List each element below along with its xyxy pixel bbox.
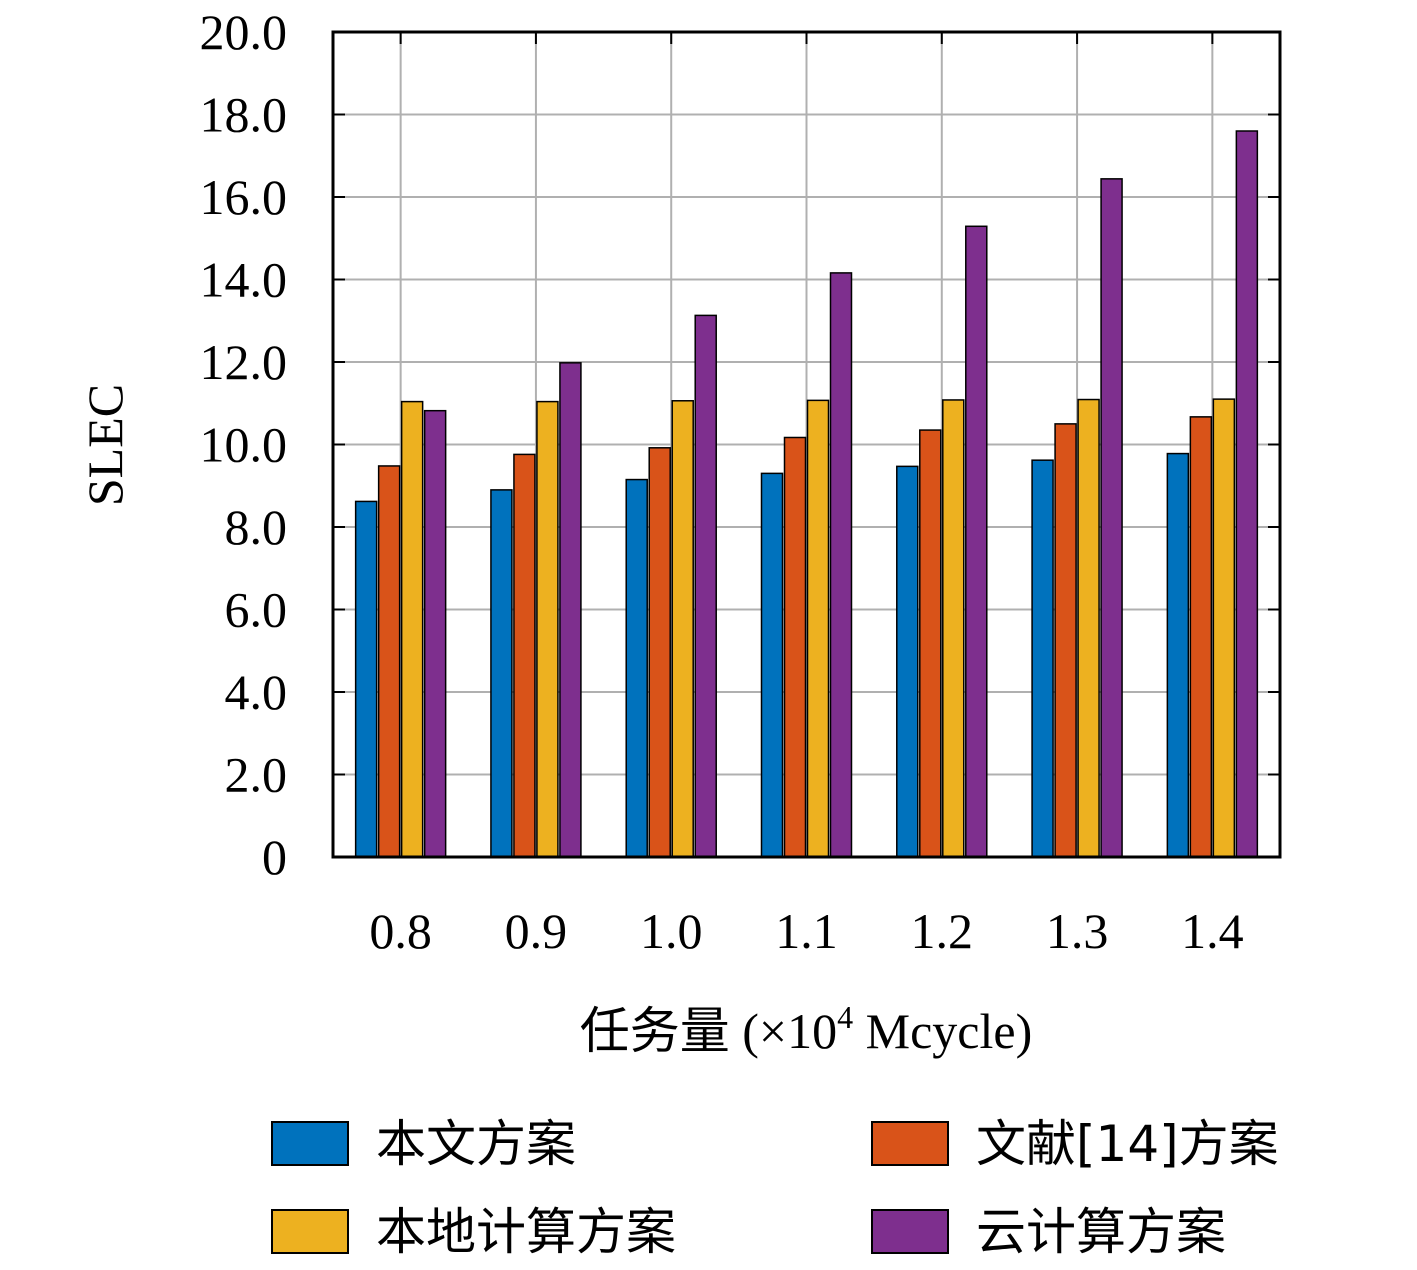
axis-ticks: 0 2.0 4.0 6.0 8.0 10.0 12.0 14.0 16.0 18.0 20.0 0.8…	[200, 4, 1280, 959]
y-tick-label: 6.0	[225, 582, 288, 638]
bar	[671, 400, 694, 858]
legend-swatch	[271, 1209, 349, 1254]
bar	[536, 400, 559, 858]
y-tick-label: 8.0	[225, 499, 288, 555]
bar	[919, 429, 942, 858]
y-tick-label: 20.0	[200, 4, 288, 60]
bar	[625, 478, 648, 858]
bar	[806, 399, 830, 858]
x-tick-label: 1.2	[911, 903, 974, 959]
bar	[694, 314, 717, 858]
y-tick-label: 12.0	[200, 334, 288, 390]
x-axis-label-main: 任务量 (×10	[580, 1003, 837, 1059]
legend-label: 本文方案	[376, 1115, 576, 1173]
x-tick-label: 0.8	[369, 903, 432, 959]
legend-swatch	[871, 1121, 949, 1166]
x-tick-label: 1.3	[1046, 903, 1109, 959]
bar	[1031, 459, 1054, 858]
legend-swatch	[271, 1121, 349, 1166]
y-tick-label: 4.0	[225, 664, 288, 720]
bar	[559, 362, 582, 858]
y-tick-label: 10.0	[200, 417, 288, 473]
y-tick-label: 18.0	[200, 87, 288, 143]
x-axis-label: 任务量 (×104 Mcycle)	[580, 999, 1032, 1059]
legend-label: 文献[14]方案	[976, 1115, 1279, 1173]
bar	[1100, 178, 1123, 858]
legend-label: 云计算方案	[976, 1203, 1226, 1261]
bar	[490, 489, 513, 858]
bar	[1077, 398, 1100, 858]
x-tick-label: 1.0	[640, 903, 703, 959]
y-axis-label: SLEC	[77, 384, 133, 506]
y-tick-label: 16.0	[200, 169, 288, 225]
bar	[354, 500, 378, 858]
legend-swatch	[871, 1209, 949, 1254]
bar	[1235, 130, 1259, 858]
bar	[1212, 398, 1236, 858]
y-tick-label: 2.0	[225, 747, 288, 803]
bar	[965, 225, 988, 858]
bar	[377, 465, 401, 858]
bar	[1054, 423, 1077, 858]
bar	[896, 465, 919, 858]
bar	[513, 453, 536, 858]
bar	[400, 400, 424, 858]
x-tick-label: 1.1	[775, 903, 838, 959]
bar	[942, 399, 965, 858]
bar	[760, 472, 784, 858]
y-tick-label: 14.0	[200, 252, 288, 308]
x-tick-label: 1.4	[1181, 903, 1244, 959]
bar	[829, 272, 853, 858]
x-tick-label: 0.9	[505, 903, 568, 959]
legend-label: 本地计算方案	[376, 1203, 676, 1261]
bar	[1166, 452, 1190, 858]
bar	[783, 436, 807, 858]
bar	[423, 409, 447, 858]
grid	[333, 32, 1280, 857]
y-tick-label: 0	[262, 829, 287, 885]
bar	[1189, 416, 1213, 858]
x-axis-label-suffix: Mcycle)	[853, 1003, 1032, 1059]
x-axis-label-superscript: 4	[837, 999, 853, 1035]
bar	[648, 447, 671, 858]
bars	[354, 130, 1259, 858]
